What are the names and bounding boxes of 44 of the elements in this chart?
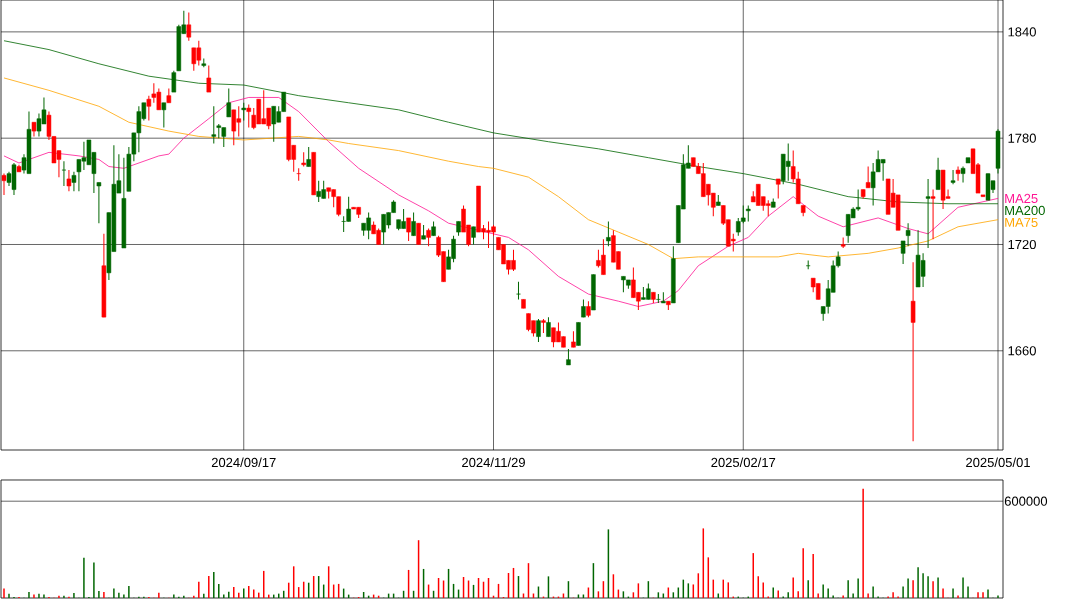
candlestick: [66, 169, 72, 192]
candlestick: [930, 189, 936, 240]
y-tick-label: 1720: [1008, 239, 1036, 250]
candlestick: [775, 178, 781, 199]
x-tick-label: 2025/02/17: [711, 457, 776, 468]
candlestick: [411, 212, 416, 237]
candlestick: [186, 11, 192, 42]
line-series: [3, 97, 999, 307]
candlestick: [306, 146, 311, 168]
candlestick: [246, 104, 251, 129]
text: 600000: [1004, 496, 1048, 506]
candlestick: [346, 196, 351, 222]
candlestick: [416, 222, 421, 245]
candlestick: [296, 167, 301, 182]
candlestick: [61, 160, 67, 187]
candlestick: [935, 157, 941, 191]
series-label: MA25: [1005, 193, 1038, 204]
candlestick: [950, 169, 956, 185]
candlestick: [191, 47, 197, 72]
candlestick: [231, 109, 237, 146]
candlestick: [206, 65, 212, 93]
candlestick: [226, 88, 232, 118]
candlestick: [576, 321, 581, 346]
candlestick: [1, 173, 7, 196]
candlestick: [910, 261, 916, 442]
candlestick: [955, 166, 961, 182]
candlestick: [960, 166, 966, 183]
x-tick-label: 2024/11/29: [462, 457, 525, 468]
candlestick: [406, 217, 411, 242]
candlestick: [546, 316, 551, 338]
y-tick-label: 1660: [1008, 346, 1036, 356]
y-tick-label: 1780: [1008, 133, 1036, 143]
x-tick-label: 2025/05/01: [966, 457, 1030, 468]
candlestick: [161, 102, 167, 129]
candlestick: [606, 220, 611, 247]
series-label: MA75: [1005, 217, 1038, 227]
candlestick: [171, 70, 177, 93]
y-tick-label: 1840: [1008, 27, 1036, 37]
series-label: MA200: [1005, 205, 1045, 216]
candlestick: [211, 105, 217, 144]
candlestick: [71, 171, 77, 192]
candlestick: [785, 143, 791, 182]
x-tick-label: 2024/09/17: [211, 457, 276, 468]
candlestick: [536, 318, 541, 343]
